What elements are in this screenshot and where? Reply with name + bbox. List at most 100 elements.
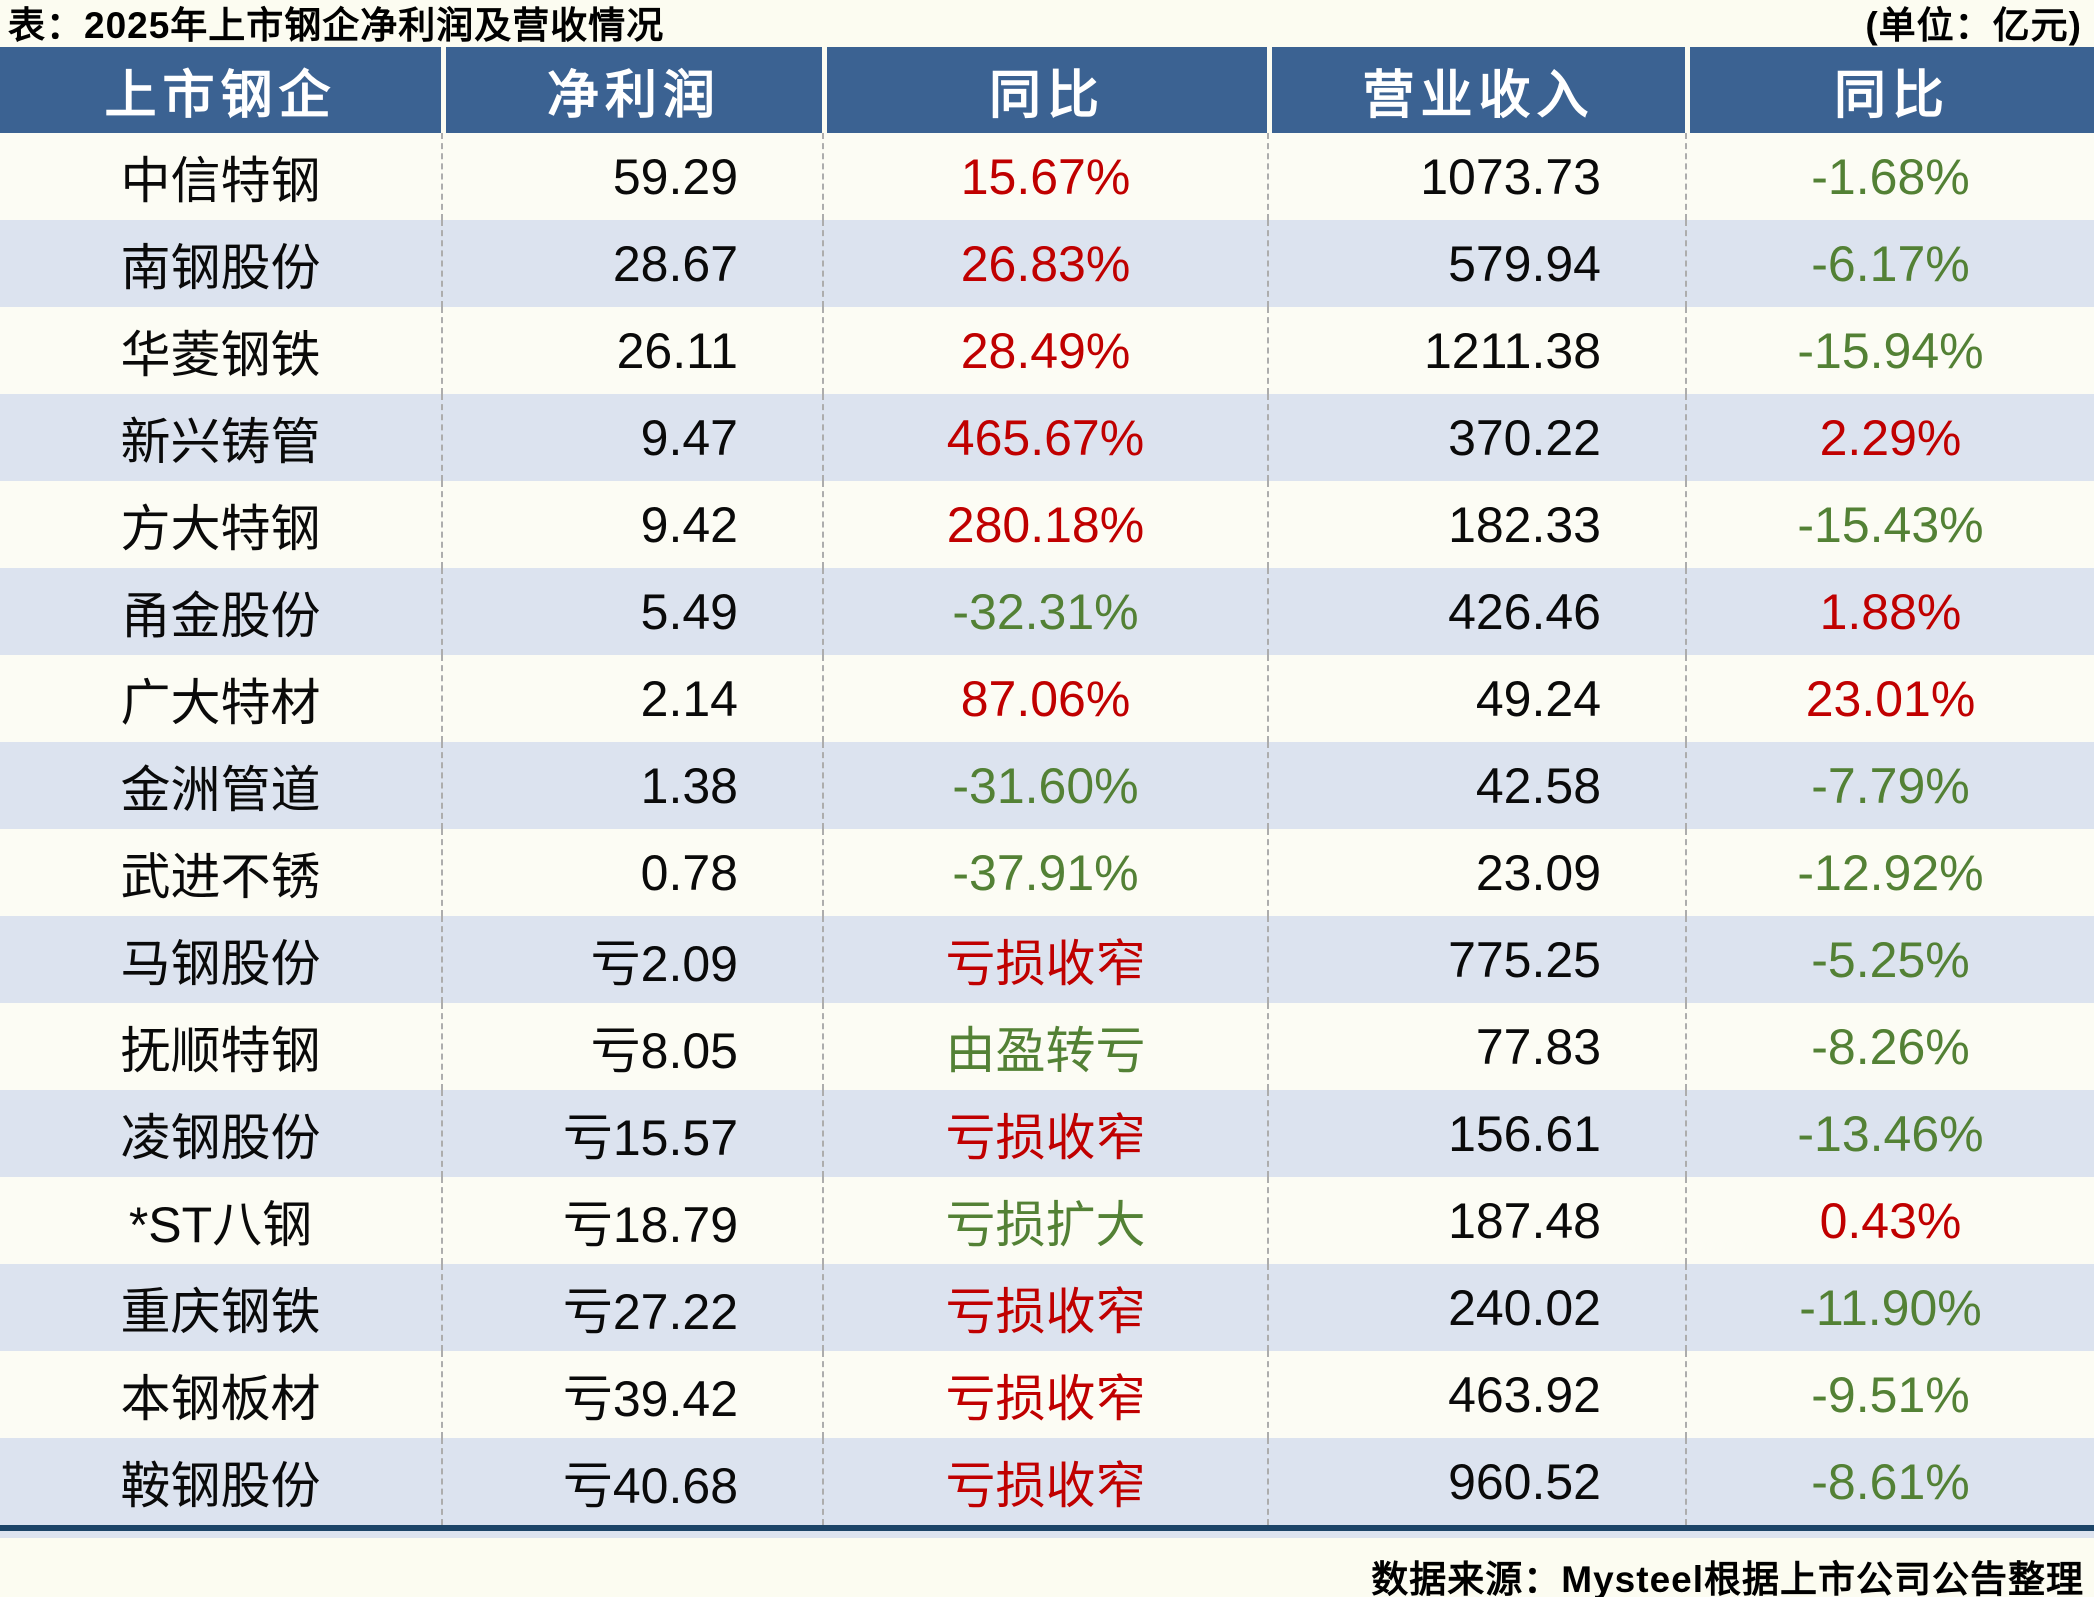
profit-yoy-cell: 亏损收窄 (822, 916, 1267, 1003)
profit-yoy-cell: 由盈转亏 (822, 1003, 1267, 1090)
column-header-net-profit: 净利润 (441, 47, 822, 133)
profit-yoy-cell: -32.31% (822, 568, 1267, 655)
revenue-yoy-cell: -1.68% (1685, 133, 2094, 220)
table-row: 武进不锈 0.78 -37.91% 23.09 -12.92% (0, 829, 2094, 916)
profit-yoy-cell: 15.67% (822, 133, 1267, 220)
revenue-cell: 463.92 (1267, 1351, 1685, 1438)
company-cell: 金洲管道 (120, 761, 321, 818)
company-cell: 本钢板材 (120, 1370, 321, 1427)
column-header-revenue: 营业收入 (1267, 47, 1685, 133)
company-cell: 抚顺特钢 (120, 1022, 321, 1079)
revenue-yoy-cell: -6.17% (1685, 220, 2094, 307)
revenue-yoy-cell: -8.61% (1685, 1438, 2094, 1525)
revenue-cell: 182.33 (1267, 481, 1685, 568)
profit-yoy-cell: 亏损扩大 (822, 1177, 1267, 1264)
company-cell: 南钢股份 (120, 239, 321, 296)
profit-yoy-cell: -31.60% (822, 742, 1267, 829)
net-profit-cell: 9.47 (441, 394, 822, 481)
revenue-yoy-cell: -5.25% (1685, 916, 2094, 1003)
revenue-cell: 579.94 (1267, 220, 1685, 307)
company-cell: 重庆钢铁 (120, 1283, 321, 1340)
company-cell: 甬金股份 (120, 587, 321, 644)
table-bottom-border (0, 1525, 2094, 1531)
company-cell: 方大特钢 (120, 500, 321, 557)
profit-yoy-cell: -37.91% (822, 829, 1267, 916)
revenue-yoy-cell: -15.43% (1685, 481, 2094, 568)
table-row: 华菱钢铁 26.11 28.49% 1211.38 -15.94% (0, 307, 2094, 394)
revenue-cell: 960.52 (1267, 1438, 1685, 1525)
revenue-cell: 42.58 (1267, 742, 1685, 829)
table-header-row: 上市钢企 净利润 同比 营业收入 同比 (0, 47, 2094, 133)
profit-yoy-cell: 465.67% (822, 394, 1267, 481)
table-row: 金洲管道 1.38 -31.60% 42.58 -7.79% (0, 742, 2094, 829)
revenue-cell: 240.02 (1267, 1264, 1685, 1351)
source-row: 数据来源：Mysteel根据上市公司公告整理 (0, 1538, 2094, 1597)
revenue-yoy-cell: -9.51% (1685, 1351, 2094, 1438)
profit-yoy-cell: 亏损收窄 (822, 1351, 1267, 1438)
profit-yoy-cell: 26.83% (822, 220, 1267, 307)
net-profit-cell: 2.14 (441, 655, 822, 742)
revenue-cell: 426.46 (1267, 568, 1685, 655)
revenue-yoy-cell: -11.90% (1685, 1264, 2094, 1351)
net-profit-cell: 26.11 (441, 307, 822, 394)
net-profit-cell: 5.49 (441, 568, 822, 655)
table-row: 凌钢股份 亏15.57 亏损收窄 156.61 -13.46% (0, 1090, 2094, 1177)
revenue-cell: 77.83 (1267, 1003, 1685, 1090)
page-title: 表：2025年上市钢企净利润及营收情况 (8, 5, 665, 46)
net-profit-cell: 59.29 (441, 133, 822, 220)
table-row: 新兴铸管 9.47 465.67% 370.22 2.29% (0, 394, 2094, 481)
column-header-revenue-yoy: 同比 (1685, 47, 2094, 133)
table-row: *ST八钢 亏18.79 亏损扩大 187.48 0.43% (0, 1177, 2094, 1264)
revenue-yoy-cell: -13.46% (1685, 1090, 2094, 1177)
company-cell: 中信特钢 (120, 152, 321, 209)
company-cell: *ST八钢 (128, 1196, 313, 1253)
data-source-note: 数据来源：Mysteel根据上市公司公告整理 (1371, 1559, 2084, 1597)
table-row: 鞍钢股份 亏40.68 亏损收窄 960.52 -8.61% (0, 1438, 2094, 1525)
revenue-cell: 49.24 (1267, 655, 1685, 742)
revenue-cell: 1211.38 (1267, 307, 1685, 394)
company-cell: 新兴铸管 (120, 413, 321, 470)
revenue-cell: 23.09 (1267, 829, 1685, 916)
revenue-cell: 775.25 (1267, 916, 1685, 1003)
company-cell: 武进不锈 (120, 848, 321, 905)
net-profit-cell: 亏2.09 (441, 916, 822, 1003)
title-bar: 表：2025年上市钢企净利润及营收情况 (单位：亿元) (0, 0, 2094, 47)
revenue-cell: 1073.73 (1267, 133, 1685, 220)
revenue-cell: 156.61 (1267, 1090, 1685, 1177)
profit-yoy-cell: 亏损收窄 (822, 1438, 1267, 1525)
revenue-yoy-cell: 2.29% (1685, 394, 2094, 481)
company-cell: 鞍钢股份 (120, 1457, 321, 1514)
revenue-yoy-cell: -15.94% (1685, 307, 2094, 394)
table-row: 抚顺特钢 亏8.05 由盈转亏 77.83 -8.26% (0, 1003, 2094, 1090)
net-profit-cell: 亏27.22 (441, 1264, 822, 1351)
revenue-yoy-cell: -8.26% (1685, 1003, 2094, 1090)
revenue-cell: 187.48 (1267, 1177, 1685, 1264)
steel-companies-table: 上市钢企 净利润 同比 营业收入 同比 中信特钢 59.29 15.67% 10… (0, 47, 2094, 1538)
column-header-company: 上市钢企 (0, 47, 441, 133)
net-profit-cell: 0.78 (441, 829, 822, 916)
table-body: 中信特钢 59.29 15.67% 1073.73 -1.68% 南钢股份 28… (0, 133, 2094, 1525)
net-profit-cell: 9.42 (441, 481, 822, 568)
revenue-yoy-cell: -12.92% (1685, 829, 2094, 916)
column-header-profit-yoy: 同比 (822, 47, 1267, 133)
table-row: 本钢板材 亏39.42 亏损收窄 463.92 -9.51% (0, 1351, 2094, 1438)
company-cell: 马钢股份 (120, 935, 321, 992)
net-profit-cell: 亏8.05 (441, 1003, 822, 1090)
table-bottom-strip (0, 1531, 2094, 1538)
company-cell: 广大特材 (120, 674, 321, 731)
net-profit-cell: 亏15.57 (441, 1090, 822, 1177)
revenue-yoy-cell: 23.01% (1685, 655, 2094, 742)
table-row: 重庆钢铁 亏27.22 亏损收窄 240.02 -11.90% (0, 1264, 2094, 1351)
profit-yoy-cell: 亏损收窄 (822, 1264, 1267, 1351)
table-row: 中信特钢 59.29 15.67% 1073.73 -1.68% (0, 133, 2094, 220)
table-row: 南钢股份 28.67 26.83% 579.94 -6.17% (0, 220, 2094, 307)
net-profit-cell: 亏39.42 (441, 1351, 822, 1438)
profit-yoy-cell: 280.18% (822, 481, 1267, 568)
table-row: 广大特材 2.14 87.06% 49.24 23.01% (0, 655, 2094, 742)
profit-yoy-cell: 28.49% (822, 307, 1267, 394)
company-cell: 华菱钢铁 (120, 326, 321, 383)
table-row: 方大特钢 9.42 280.18% 182.33 -15.43% (0, 481, 2094, 568)
revenue-yoy-cell: 0.43% (1685, 1177, 2094, 1264)
company-cell: 凌钢股份 (120, 1109, 321, 1166)
